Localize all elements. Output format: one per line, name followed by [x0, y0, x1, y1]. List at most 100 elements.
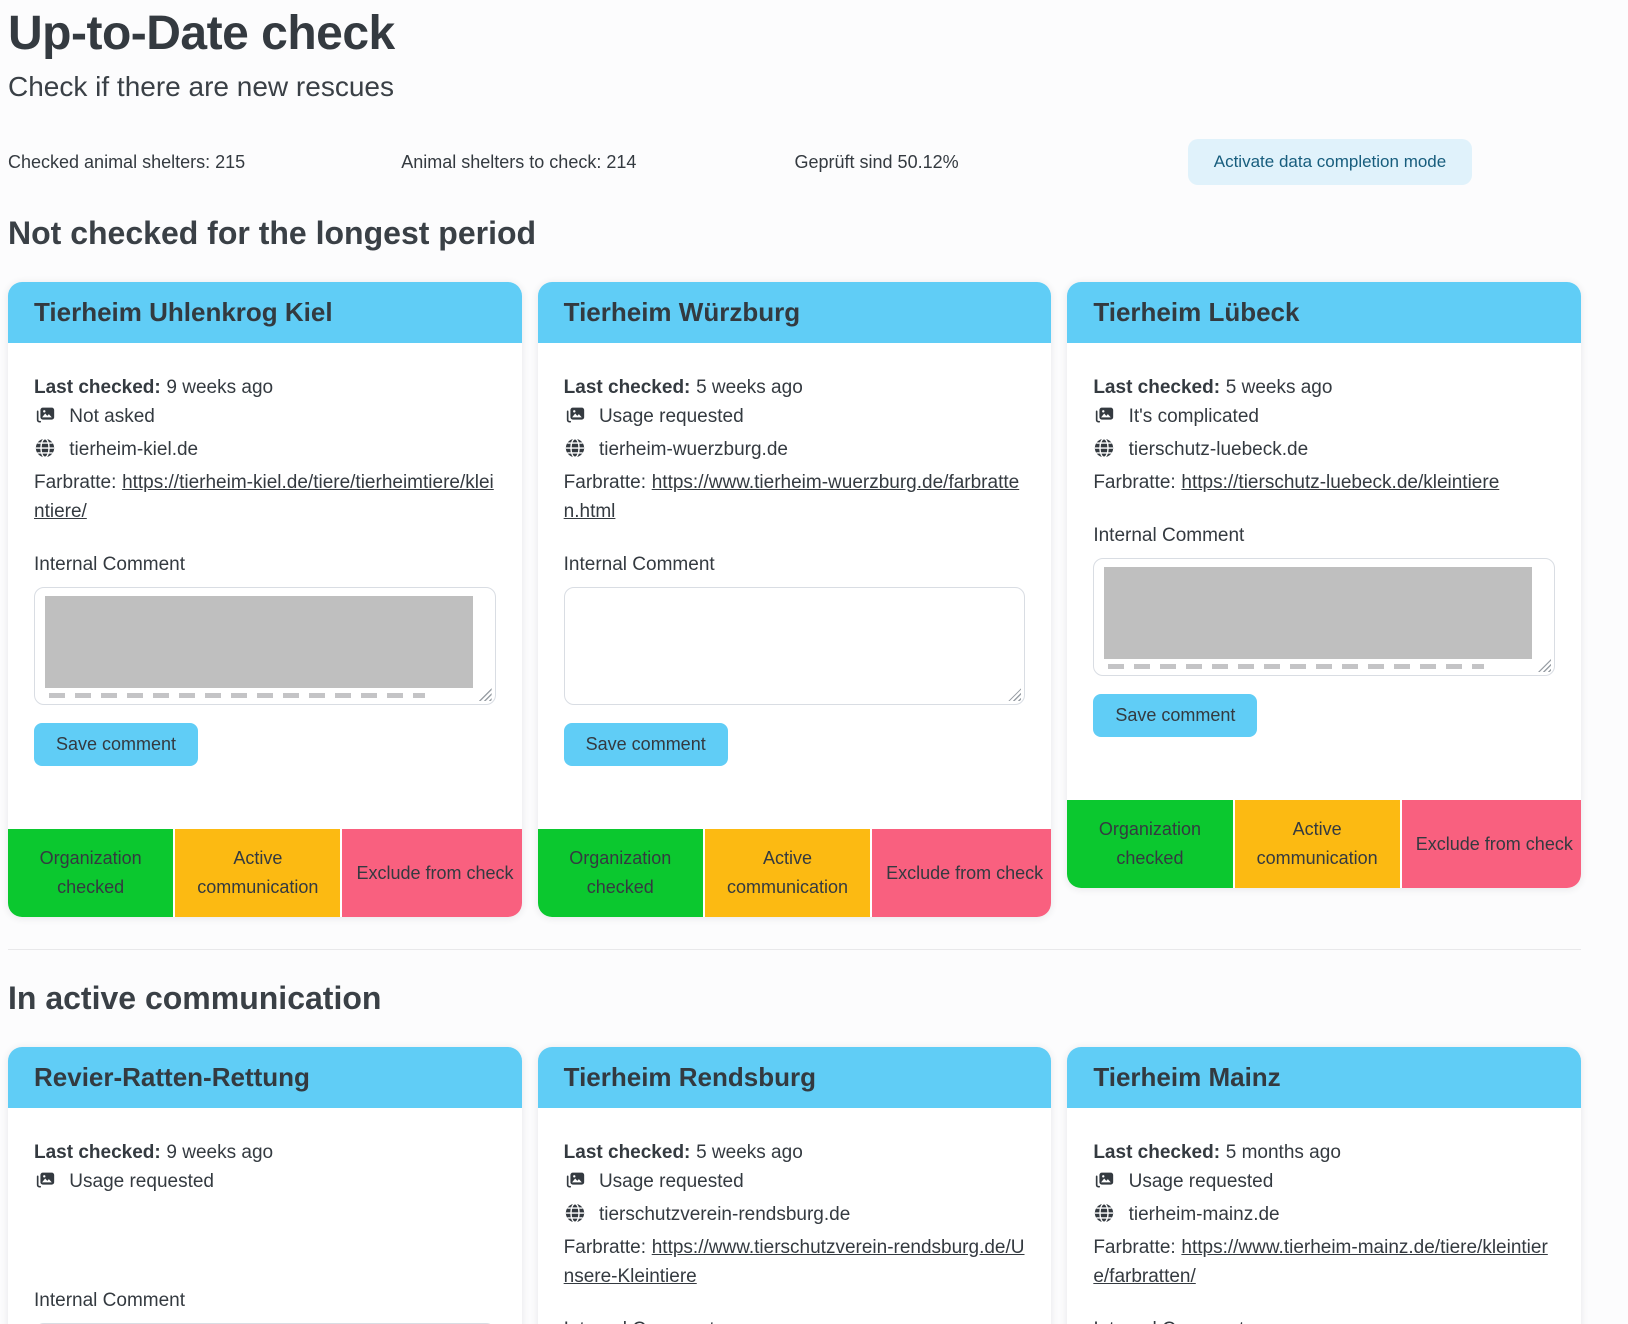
farbratte-label: Farbratte:: [563, 1237, 647, 1258]
globe-icon: [1093, 437, 1115, 468]
shelter-card-header: Tierheim Lübeck: [1067, 282, 1581, 343]
redacted-comment-block: [45, 596, 473, 688]
cards-row-in-active-communication: Revier-Ratten-Rettung Last checked: 9 wee…: [8, 1047, 1581, 1324]
website-row: tierheim-mainz.de: [1093, 1200, 1555, 1233]
cards-row-not-checked: Tierheim Uhlenkrog Kiel Last checked: 9 w…: [8, 282, 1581, 917]
organization-checked-button[interactable]: Organization checked: [537, 829, 703, 917]
image-icon: [564, 404, 586, 435]
exclude-from-check-button[interactable]: Exclude from check: [1401, 800, 1581, 888]
globe-icon: [34, 437, 56, 468]
farbratte-link[interactable]: https://www.tierheim-wuerzburg.de/farbra…: [563, 472, 1020, 522]
last-checked-row: Last checked: 9 weeks ago: [34, 1138, 496, 1167]
shelter-card-body: Last checked: 9 weeks ago Not asked tierh…: [8, 343, 522, 829]
page-subtitle: Check if there are new rescues: [8, 71, 394, 102]
image-icon: [1093, 1169, 1115, 1200]
page-title: Up-to-Date check: [8, 7, 395, 60]
textarea-resize-handle[interactable]: [1538, 659, 1551, 672]
website-domain: tierschutz-luebeck.de: [1128, 439, 1309, 460]
textarea-resize-handle[interactable]: [1008, 688, 1022, 701]
active-communication-button[interactable]: Active communication: [175, 829, 341, 917]
image-icon: [564, 1169, 586, 1200]
farbratte-row: Farbratte: https://tierschutz-luebeck.de/…: [1093, 468, 1555, 497]
shelter-card: Tierheim Mainz Last checked: 5 months ago…: [1067, 1047, 1581, 1324]
shelter-name: Tierheim Uhlenkrog Kiel: [34, 297, 333, 327]
last-checked-label: Last checked:: [1093, 1142, 1221, 1163]
last-checked-row: Last checked: 5 weeks ago: [564, 373, 1026, 402]
internal-comment-label: Internal Comment: [563, 554, 715, 575]
shelter-card: Tierheim Würzburg Last checked: 5 weeks a…: [537, 282, 1052, 917]
shelter-card-body: Last checked: 9 weeks ago Usage requested…: [8, 1108, 522, 1324]
usage-status: Usage requested: [69, 1171, 214, 1192]
last-checked-label: Last checked:: [34, 1142, 161, 1163]
farbratte-label: Farbratte:: [563, 472, 647, 493]
shelter-name: Tierheim Mainz: [1093, 1062, 1281, 1092]
status-row: It's complicated: [1093, 402, 1555, 435]
farbratte-label: Farbratte:: [34, 472, 117, 493]
shelter-name: Tierheim Lübeck: [1093, 297, 1300, 327]
last-checked-value: 5 weeks ago: [696, 1142, 803, 1163]
shelter-card: Revier-Ratten-Rettung Last checked: 9 wee…: [8, 1047, 522, 1324]
shelter-card-body: Last checked: 5 weeks ago Usage requested…: [538, 1108, 1052, 1324]
shelter-card-header: Tierheim Mainz: [1067, 1047, 1581, 1108]
last-checked-row: Last checked: 5 months ago: [1093, 1138, 1555, 1167]
redacted-text-remnant: [49, 693, 425, 698]
farbratte-row: Farbratte: https://www.tierheim-mainz.de/…: [1093, 1233, 1555, 1291]
organization-checked-button[interactable]: Organization checked: [8, 829, 174, 917]
save-comment-button[interactable]: Save comment: [1093, 694, 1258, 737]
active-communication-button[interactable]: Active communication: [704, 829, 871, 917]
last-checked-label: Last checked:: [563, 377, 691, 398]
shelter-card-footer: Organization checked Active communicatio…: [1067, 800, 1581, 888]
activate-data-completion-button[interactable]: Activate data completion mode: [1187, 139, 1473, 185]
shelter-name: Tierheim Rendsburg: [563, 1062, 817, 1092]
shelter-card: Tierheim Lübeck Last checked: 5 weeks ago…: [1067, 282, 1581, 888]
last-checked-row: Last checked: 5 weeks ago: [1093, 373, 1555, 402]
internal-comment-label: Internal Comment: [564, 1315, 1026, 1324]
textarea-resize-handle[interactable]: [478, 688, 492, 701]
website-domain: tierheim-kiel.de: [69, 439, 199, 460]
last-checked-row: Last checked: 5 weeks ago: [564, 1138, 1026, 1167]
farbratte-link[interactable]: https://www.tierschutzverein-rendsburg.d…: [563, 1237, 1025, 1287]
status-row: Usage requested: [1093, 1167, 1555, 1200]
image-icon: [1093, 404, 1115, 435]
globe-icon: [564, 1202, 586, 1233]
farbratte-row: Farbratte: https://www.tierschutzverein-r…: [564, 1233, 1026, 1291]
farbratte-link[interactable]: https://www.tierheim-mainz.de/tiere/klei…: [1093, 1237, 1548, 1287]
shelter-card-header: Tierheim Rendsburg: [537, 1047, 1052, 1108]
website-domain: tierheim-wuerzburg.de: [598, 439, 788, 460]
organization-checked-button[interactable]: Organization checked: [1067, 800, 1233, 888]
save-comment-button[interactable]: Save comment: [563, 723, 728, 766]
status-row: Usage requested: [564, 1167, 1026, 1200]
exclude-from-check-button[interactable]: Exclude from check: [872, 829, 1052, 917]
website-domain: tierheim-mainz.de: [1128, 1204, 1280, 1225]
shelter-card-header: Tierheim Uhlenkrog Kiel: [8, 282, 522, 343]
shelter-card: Tierheim Rendsburg Last checked: 5 weeks …: [537, 1047, 1052, 1324]
section-title-in-active-communication: In active communication: [8, 980, 382, 1016]
image-icon: [34, 1169, 56, 1200]
usage-status: Usage requested: [1128, 1171, 1274, 1192]
internal-comment-textarea[interactable]: [1093, 558, 1555, 676]
website-row: tierschutz-luebeck.de: [1093, 435, 1555, 468]
shelter-card-header: Revier-Ratten-Rettung: [8, 1047, 522, 1108]
status-row: Not asked: [34, 402, 496, 435]
internal-comment-label: Internal Comment: [34, 554, 186, 575]
redacted-text-remnant: [1108, 664, 1484, 669]
shelter-card: Tierheim Uhlenkrog Kiel Last checked: 9 w…: [8, 282, 522, 917]
farbratte-link[interactable]: https://tierheim-kiel.de/tiere/tierheimt…: [34, 472, 494, 522]
active-communication-button[interactable]: Active communication: [1234, 800, 1400, 888]
stat-percent-checked: Geprüft sind 50.12%: [794, 151, 959, 172]
exclude-from-check-button[interactable]: Exclude from check: [342, 829, 522, 917]
redacted-comment-block: [1104, 567, 1532, 659]
farbratte-label: Farbratte:: [1093, 472, 1176, 493]
usage-status: Usage requested: [598, 406, 744, 427]
farbratte-link[interactable]: https://tierschutz-luebeck.de/kleintiere: [1181, 472, 1500, 493]
internal-comment-label: Internal Comment: [34, 1290, 186, 1311]
shelter-card-body: Last checked: 5 weeks ago It's complicate…: [1067, 343, 1581, 800]
last-checked-value: 5 weeks ago: [1225, 377, 1333, 398]
section-title-not-checked: Not checked for the longest period: [8, 215, 537, 251]
internal-comment-textarea[interactable]: [563, 587, 1026, 705]
website-row: tierheim-wuerzburg.de: [564, 435, 1026, 468]
save-comment-button[interactable]: Save comment: [34, 723, 199, 766]
website-row: tierheim-kiel.de: [34, 435, 496, 468]
internal-comment-textarea[interactable]: [34, 587, 496, 705]
